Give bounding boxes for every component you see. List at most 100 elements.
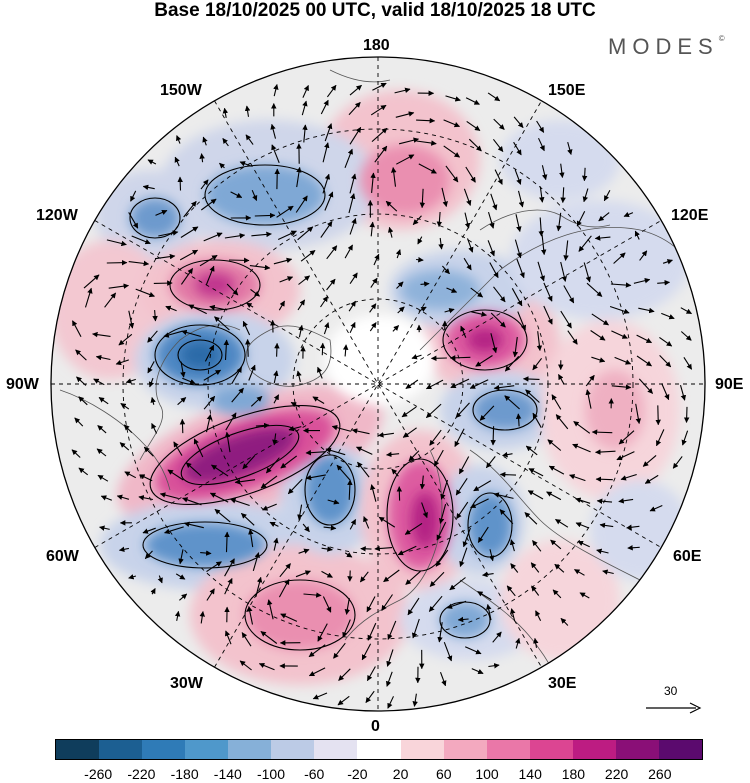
lon-label-90w: 90W [6, 376, 39, 393]
wind-vector [661, 383, 670, 401]
wind-vector [297, 504, 303, 521]
wind-vector [486, 603, 492, 621]
wind-vector [419, 475, 426, 490]
wind-vector [634, 230, 640, 240]
wind-vector [466, 238, 474, 253]
wind-vector [594, 235, 611, 241]
wind-vector [322, 173, 331, 194]
wind-vector [224, 431, 231, 453]
russia-coast [469, 449, 641, 581]
wind-vector [416, 256, 424, 263]
wind-vector [108, 283, 130, 289]
wind-vector [397, 306, 405, 314]
wind-vector [383, 569, 400, 583]
lon-label-30e: 30E [548, 675, 577, 692]
colorbar-tick-label: -60 [304, 766, 325, 782]
wind-vector [234, 479, 256, 485]
wind-vector [407, 597, 420, 616]
lon-label-60w: 60W [46, 548, 79, 565]
wind-vector [269, 521, 279, 527]
wind-vector [297, 299, 306, 311]
wind-vector [611, 330, 628, 339]
wind-vector [214, 508, 231, 523]
wind-vector [487, 240, 495, 257]
wind-vector [230, 498, 250, 507]
wind-vector [274, 342, 280, 357]
wind-vector [250, 288, 260, 297]
wind-vector [76, 376, 87, 386]
wind-vector [633, 277, 651, 284]
wind-vector [616, 451, 635, 461]
wind-vector [272, 433, 278, 446]
contour-ring [142, 521, 268, 569]
reference-vector-label: 30 [664, 684, 678, 698]
wind-vector [582, 188, 589, 203]
wind-vector [224, 531, 230, 553]
wind-vector [308, 644, 326, 658]
wind-vector [303, 592, 322, 598]
wind-vector [465, 97, 480, 105]
colorbar-tick-label: 260 [648, 766, 672, 782]
wind-vector [550, 539, 562, 550]
colorbar-tick-label: 180 [561, 766, 586, 782]
contour-ring [244, 579, 356, 651]
wind-vector [228, 257, 250, 264]
wind-vector [351, 428, 370, 435]
wind-vector [494, 169, 503, 185]
wind-vector [209, 304, 228, 311]
wind-vector [357, 461, 370, 478]
wind-vector [644, 474, 659, 484]
wind-vector [574, 569, 585, 576]
wind-vector [547, 439, 562, 451]
wind-vector [204, 344, 215, 362]
bering-coast [329, 69, 391, 83]
wind-vector [672, 456, 683, 469]
wind-vector [555, 414, 569, 430]
colorbar-tick-label: 220 [604, 766, 629, 782]
wind-vector [515, 214, 522, 233]
wind-vector [436, 211, 443, 228]
wind-vector [254, 212, 276, 219]
wind-vector [492, 631, 502, 643]
wind-vector [301, 100, 308, 116]
wind-vector [556, 212, 562, 232]
wind-vector [577, 540, 590, 548]
wind-vector [405, 570, 421, 585]
wind-vector [516, 258, 525, 279]
wind-vector [245, 134, 254, 145]
wind-vector [125, 378, 136, 384]
wind-vector [463, 257, 472, 271]
contour-ring [442, 309, 528, 371]
wind-vector [317, 366, 323, 379]
wind-vector [106, 239, 127, 247]
wind-vector [130, 190, 137, 202]
wind-vector [499, 471, 517, 478]
wind-vector [425, 379, 444, 390]
wind-vector [246, 302, 254, 308]
wind-vector [445, 165, 459, 183]
wind-vector [517, 311, 526, 331]
wind-vector [211, 464, 229, 477]
wind-vector [302, 124, 308, 143]
wind-vector [279, 563, 291, 578]
wind-vector [386, 671, 393, 687]
wind-vector [439, 672, 447, 687]
wind-vector [174, 156, 180, 167]
wind-vector [598, 212, 610, 222]
wind-vector [374, 145, 388, 163]
wind-vector [655, 429, 665, 447]
colorbar-swatch [271, 740, 315, 759]
wind-vector [242, 455, 255, 470]
wind-vector [679, 384, 687, 401]
wind-vector [78, 396, 88, 406]
wind-vector [512, 336, 519, 358]
colorbar-swatch [228, 740, 272, 759]
wind-vector [247, 605, 254, 625]
wind-vector [493, 384, 515, 391]
wind-vector [401, 406, 417, 418]
wind-vector [155, 209, 168, 216]
wind-vector [455, 402, 470, 419]
contour-ring [177, 339, 223, 371]
wind-vector [493, 286, 506, 303]
wind-vector [369, 221, 375, 237]
